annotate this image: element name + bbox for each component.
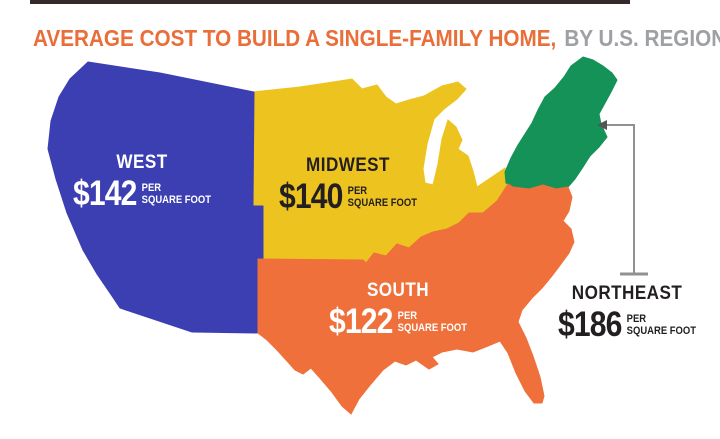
northeast-unit-line2: SQUARE FOOT — [626, 324, 697, 337]
west-price-row: $142 PER SQUARE FOOT — [72, 174, 211, 213]
south-label: SOUTH $122 PER SQUARE FOOT — [318, 280, 479, 341]
south-unit-line1: PER — [397, 310, 418, 323]
south-price-row: $122 PER SQUARE FOOT — [328, 302, 467, 341]
midwest-unit-line1: PER — [347, 185, 368, 198]
west-region-shape — [47, 61, 264, 334]
midwest-price-row: $140 PER SQUARE FOOT — [278, 177, 417, 216]
northeast-region-shape — [504, 56, 618, 190]
west-label: WEST $142 PER SQUARE FOOT — [62, 152, 223, 213]
northeast-label: NORTHEAST $186 PER SQUARE FOOT — [547, 283, 708, 344]
northeast-unit: PER SQUARE FOOT — [627, 314, 696, 337]
page-title-rest: BY U.S. REGION — [564, 25, 720, 51]
northeast-price: $186 — [557, 305, 622, 344]
south-region-shape — [257, 183, 575, 415]
midwest-label: MIDWEST $140 PER SQUARE FOOT — [268, 155, 429, 216]
northeast-region-name: NORTHEAST — [571, 283, 683, 304]
callout-line — [604, 124, 635, 274]
midwest-unit-line2: SQUARE FOOT — [347, 196, 418, 209]
page-title: AVERAGE COST TO BUILD A SINGLE-FAMILY HO… — [33, 25, 720, 52]
south-price: $122 — [328, 302, 393, 341]
page-title-highlight: AVERAGE COST TO BUILD A SINGLE-FAMILY HO… — [33, 25, 557, 51]
south-unit: PER SQUARE FOOT — [398, 311, 467, 334]
midwest-unit: PER SQUARE FOOT — [348, 186, 417, 209]
cropped-banner-top — [30, 0, 630, 4]
west-region-name: WEST — [116, 152, 168, 173]
south-region-name: SOUTH — [366, 280, 430, 301]
midwest-region-name: MIDWEST — [306, 155, 390, 176]
west-unit: PER SQUARE FOOT — [142, 183, 211, 206]
south-unit-line2: SQUARE FOOT — [397, 321, 468, 334]
northeast-price-row: $186 PER SQUARE FOOT — [557, 305, 696, 344]
northeast-callout — [597, 120, 648, 276]
west-unit-line1: PER — [141, 182, 162, 195]
west-unit-line2: SQUARE FOOT — [141, 193, 212, 206]
callout-arrow-icon — [597, 120, 607, 130]
northeast-unit-line1: PER — [626, 313, 647, 326]
west-price: $142 — [72, 174, 137, 213]
midwest-price: $140 — [278, 177, 343, 216]
